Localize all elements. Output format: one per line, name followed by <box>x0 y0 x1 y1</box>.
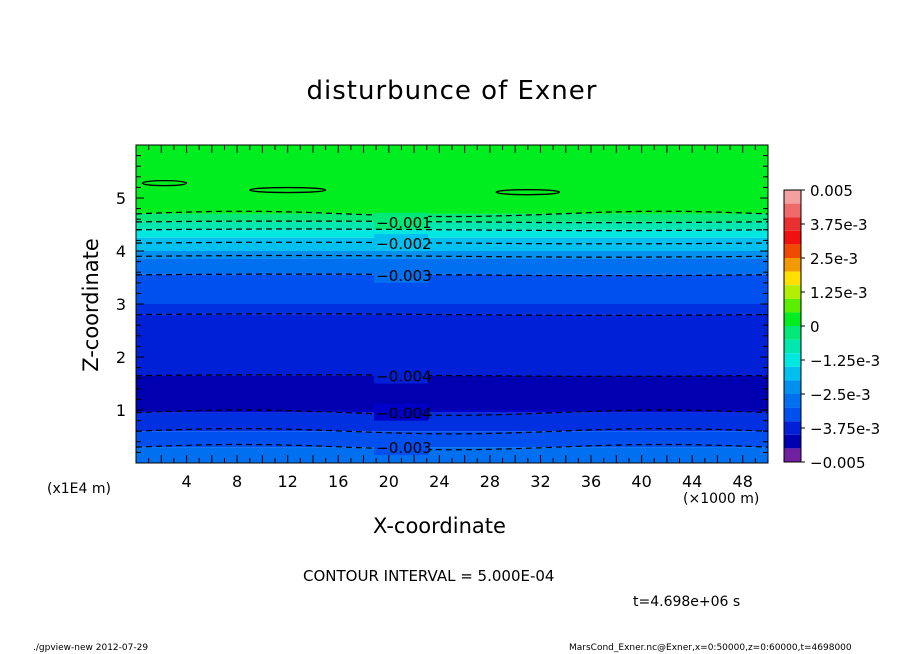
x-tick-label-44: 44 <box>682 472 702 491</box>
colorbar-swatch-14 <box>784 380 801 394</box>
colorbar-swatch-7 <box>784 285 801 299</box>
contour-line-1 <box>135 220 768 224</box>
colorbar-swatch-12 <box>784 353 801 367</box>
colorbar-swatch-19 <box>784 448 801 462</box>
y-axis-label: Z-coordinate <box>79 238 103 372</box>
contour-label-bg-1 <box>374 212 429 230</box>
colorbar-label-3: 1.25e-3 <box>810 284 868 302</box>
contour-line-8 <box>135 409 769 416</box>
contour-label-7: −0.004 <box>376 368 432 386</box>
filled-band-2 <box>136 221 768 230</box>
x-tick-label-12: 12 <box>278 472 298 491</box>
colorbar-swatch-18 <box>784 434 801 449</box>
y-unit-label: (x1E4 m) <box>47 481 111 497</box>
filled-band-0 <box>136 145 768 214</box>
filled-band-13 <box>136 431 768 448</box>
colorbar-swatch-17 <box>784 421 801 435</box>
filled-band-10 <box>136 375 768 410</box>
positive-contour-2 <box>495 189 561 196</box>
y-tick-label-2: 2 <box>116 348 126 367</box>
filled-band-4 <box>136 237 768 251</box>
filled-band-11 <box>136 410 768 413</box>
filled-band-9 <box>136 314 768 376</box>
colorbar-swatch-2 <box>784 217 801 231</box>
contour-label-bg-8 <box>374 403 429 421</box>
colorbar-label-5: −1.25e-3 <box>810 352 880 370</box>
contour-label-10: −0.003 <box>376 439 432 457</box>
contour-label-bg-10 <box>374 438 429 456</box>
filled-band-12 <box>136 412 768 432</box>
colorbar-swatch-6 <box>784 271 801 286</box>
colorbar-swatch-16 <box>784 407 801 422</box>
contour-line-6 <box>135 313 769 316</box>
x-tick-label-40: 40 <box>631 472 651 491</box>
contour-label-5: −0.003 <box>376 267 432 285</box>
x-tick-label-28: 28 <box>480 472 500 491</box>
filled-band-14 <box>136 447 768 463</box>
contour-line-4 <box>135 254 769 258</box>
colorbar-swatch-3 <box>784 230 801 245</box>
x-tick-label-16: 16 <box>328 472 348 491</box>
colorbar-swatch-11 <box>784 339 801 354</box>
contour-label-1: −0.001 <box>376 214 432 232</box>
filled-band-7 <box>136 274 768 304</box>
colorbar-swatch-0 <box>784 190 801 204</box>
colorbar-label-2: 2.5e-3 <box>810 250 858 268</box>
colorbar-label-6: −2.5e-3 <box>810 386 871 404</box>
colorbar-label-8: −0.005 <box>810 454 866 472</box>
contour-label-bg-3 <box>374 234 429 252</box>
colorbar-swatch-13 <box>784 366 801 381</box>
contour-label-8: −0.004 <box>376 405 432 423</box>
colorbar-swatch-5 <box>784 258 801 272</box>
colorbar-label-4: 0 <box>810 318 820 336</box>
filled-band-1 <box>136 213 768 222</box>
colorbar-swatch-10 <box>784 326 801 340</box>
contour-line-0 <box>135 210 769 218</box>
colorbar-label-1: 3.75e-3 <box>810 216 868 234</box>
x-tick-label-36: 36 <box>581 472 601 491</box>
contour-label-bg-7 <box>374 366 429 384</box>
contour-line-2 <box>135 228 769 232</box>
footer-left: ./gpview-new 2012-07-29 <box>33 643 149 653</box>
colorbar-swatch-4 <box>784 244 801 258</box>
filled-band-6 <box>136 258 768 275</box>
contour-label-bg-5 <box>374 265 429 283</box>
contour-interval-note: CONTOUR INTERVAL = 5.000E-04 <box>303 567 555 585</box>
footer-right: MarsCond_Exner.nc@Exner,x=0:50000,z=0:60… <box>569 643 852 653</box>
filled-band-8 <box>136 304 768 315</box>
contour-line-10 <box>135 443 769 451</box>
positive-contour-0 <box>141 180 188 187</box>
contour-label-3: −0.002 <box>376 235 432 253</box>
colorbar-swatch-1 <box>784 203 801 218</box>
x-tick-label-48: 48 <box>733 472 753 491</box>
filled-band-5 <box>136 251 768 259</box>
y-tick-label-1: 1 <box>116 401 126 420</box>
colorbar-swatch-8 <box>784 298 801 313</box>
colorbar-swatch-15 <box>784 394 801 408</box>
y-tick-label-4: 4 <box>116 242 126 261</box>
positive-contour-1 <box>249 186 327 194</box>
x-tick-label-8: 8 <box>232 472 242 491</box>
x-tick-label-24: 24 <box>429 472 449 491</box>
colorbar-label-0: 0.005 <box>810 182 853 200</box>
x-tick-label-4: 4 <box>181 472 191 491</box>
contour-line-3 <box>136 241 769 245</box>
y-tick-label-5: 5 <box>116 189 126 208</box>
time-stamp: t=4.698e+06 s <box>633 594 741 610</box>
x-unit-label: (×1000 m) <box>683 491 760 507</box>
x-tick-label-32: 32 <box>530 472 550 491</box>
colorbar-label-7: −3.75e-3 <box>810 420 880 438</box>
chart-title: disturbunce of Exner <box>306 76 598 106</box>
x-tick-label-20: 20 <box>379 472 399 491</box>
filled-band-3 <box>136 229 768 238</box>
contour-line-7 <box>135 374 768 377</box>
colorbar-swatch-9 <box>784 312 801 326</box>
y-tick-label-3: 3 <box>116 295 126 314</box>
x-axis-label: X-coordinate <box>373 514 506 538</box>
contour-line-9 <box>135 428 769 435</box>
contour-line-5 <box>135 273 768 277</box>
